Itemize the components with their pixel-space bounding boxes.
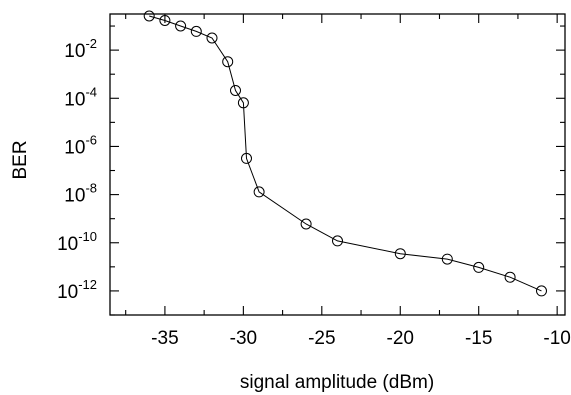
ber-curve: [149, 15, 542, 292]
y-tick-label: 10-12: [57, 277, 97, 303]
data-point: [222, 56, 234, 68]
y-axis-label: BER: [10, 140, 31, 179]
y-tick-label: 10-8: [64, 181, 97, 207]
data-point: [332, 235, 343, 247]
y-tick-labels: 10-2 10-4 10-6 10-8 10-10 10-12: [57, 36, 97, 303]
x-tick-label: -15: [465, 328, 492, 349]
data-point: [230, 85, 241, 96]
x-tick-label: -25: [308, 328, 335, 349]
data-point: [394, 248, 406, 260]
y-tick-label: 10-2: [64, 36, 97, 62]
data-point: [190, 25, 202, 37]
data-point: [159, 15, 171, 26]
y-tick-label: 10-4: [64, 84, 97, 110]
data-point: [175, 20, 187, 32]
data-point: [536, 285, 547, 297]
data-point: [253, 186, 265, 198]
x-tick-label: -20: [387, 328, 414, 349]
plot-frame: [109, 13, 566, 316]
axis-ticks: [110, 14, 565, 316]
data-point: [143, 10, 155, 22]
x-tick-label: -35: [151, 328, 178, 349]
y-tick-label: 10-10: [57, 229, 97, 255]
data-point: [206, 32, 218, 44]
y-tick-label: 10-6: [64, 132, 97, 158]
x-tick-labels: -35 -30 -25 -20 -15 -10: [151, 328, 571, 349]
x-tick-label: -30: [230, 328, 257, 349]
data-markers: [143, 10, 547, 297]
data-point: [504, 271, 516, 283]
data-point: [441, 253, 453, 265]
x-tick-label: -10: [543, 328, 570, 349]
data-point: [241, 152, 252, 164]
data-point: [300, 218, 312, 230]
data-point: [473, 261, 485, 273]
data-point: [237, 97, 249, 109]
x-axis-label: signal amplitude (dBm): [240, 372, 434, 393]
